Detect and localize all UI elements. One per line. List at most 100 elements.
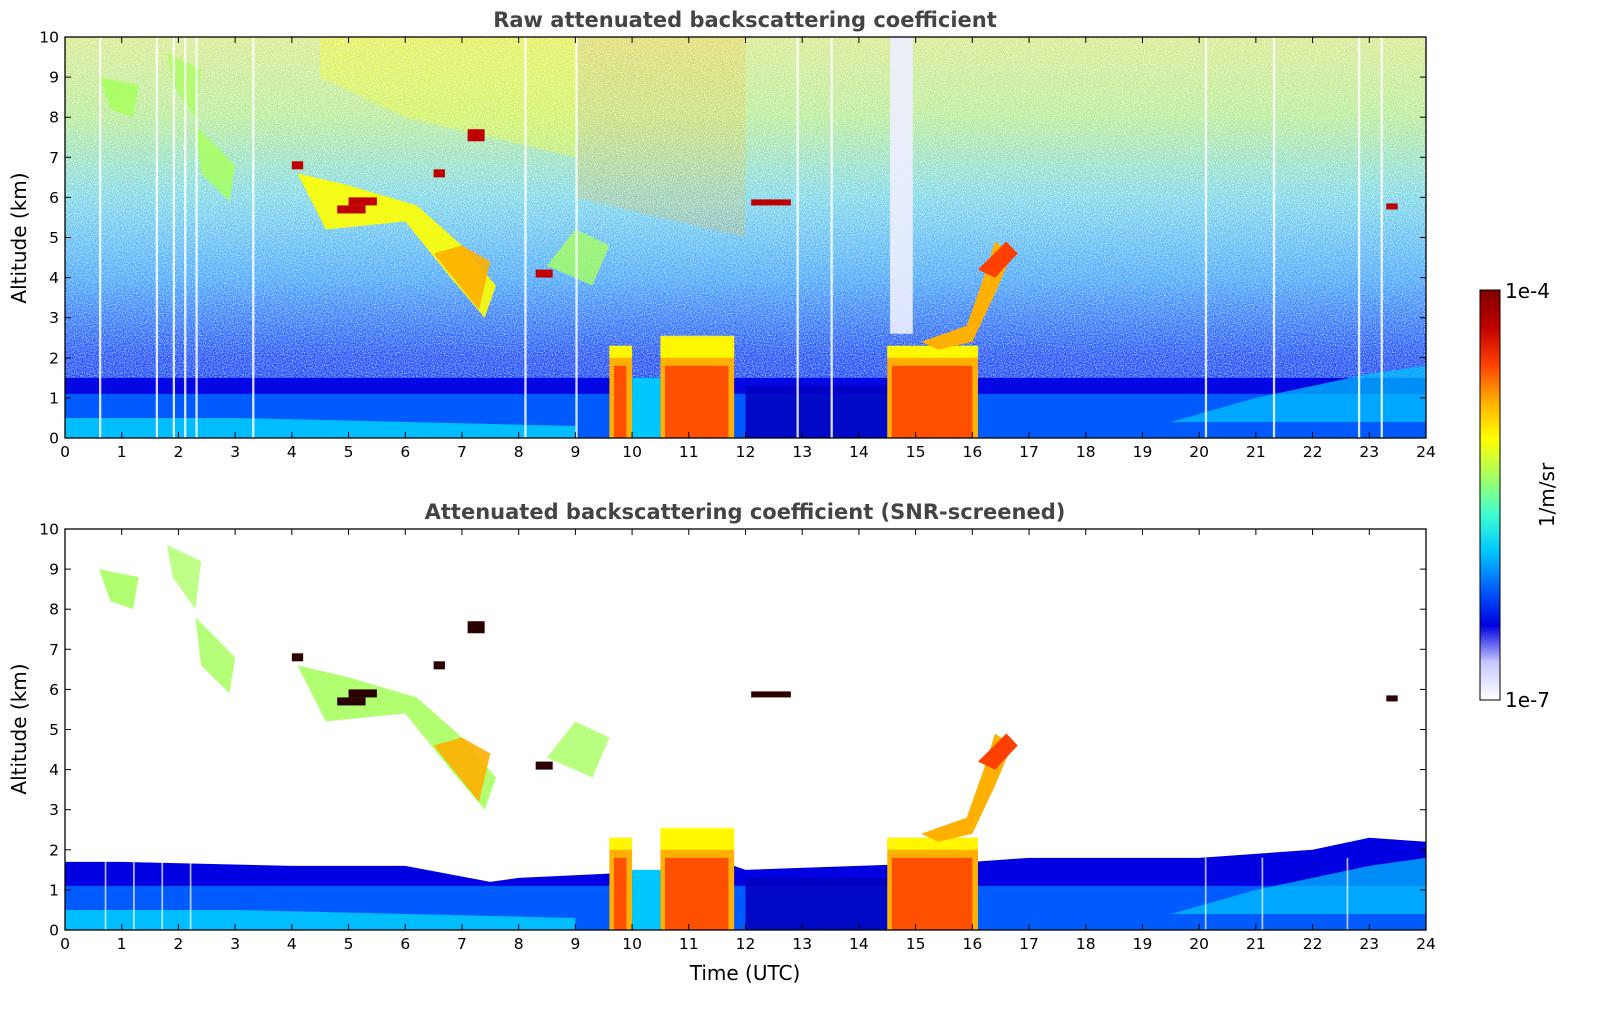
midday-low-layer	[745, 385, 888, 438]
x-tick-label: 12	[736, 443, 756, 461]
x-tick-label: 15	[906, 443, 926, 461]
screened-data-gap-2	[161, 857, 164, 930]
raw-data-gap-0	[99, 37, 102, 438]
raw-data-gap-1	[155, 37, 159, 438]
cloud-patch-0	[348, 689, 377, 698]
cloud-patch-7	[535, 761, 553, 770]
y-tick-label: 8	[49, 109, 59, 127]
thick-cloud-core-0	[613, 365, 627, 438]
cirrus-patch	[547, 721, 610, 778]
cloud-patch-3	[751, 199, 791, 206]
raw-data-gap-3	[184, 37, 187, 438]
y-tick-label: 5	[49, 721, 59, 739]
thick-cloud-core-1	[664, 365, 729, 438]
screened-data-gap-1	[133, 857, 135, 930]
thick-cloud-core-2	[891, 365, 973, 438]
x-tick-label: 13	[792, 443, 812, 461]
x-tick-label: 10	[622, 443, 642, 461]
cloud-patch-6	[433, 169, 445, 178]
raw-data-gap-12	[1357, 37, 1361, 438]
screened-x-axis: 0 1 2 3 4 5 6 7 8 9 10 11 12 13 14 15 16 17 18 19 20 21 22 23 24	[60, 529, 1436, 953]
raw-clear-column	[890, 37, 913, 334]
cirrus-core	[433, 245, 491, 310]
time-axis-label: Time (UTC)	[689, 961, 801, 985]
x-tick-label: 11	[679, 443, 699, 461]
y-tick-label: 9	[49, 69, 59, 87]
cloud-patch-1	[337, 205, 366, 214]
x-tick-label: 23	[1359, 935, 1379, 953]
y-tick-label: 2	[49, 841, 59, 859]
y-tick-label: 7	[49, 641, 59, 659]
raw-panel-title: Raw attenuated backscattering coefficien…	[493, 8, 997, 32]
thick-cloud-top-1	[660, 827, 735, 850]
x-tick-label: 5	[344, 935, 354, 953]
thick-cloud-top-1	[660, 335, 735, 358]
x-tick-label: 8	[514, 935, 524, 953]
cloud-patch-3	[751, 691, 791, 698]
y-tick-label: 3	[49, 309, 59, 327]
surface-aerosol-morning	[65, 909, 576, 930]
thick-cloud-top-0	[609, 345, 633, 358]
y-tick-label: 0	[49, 922, 59, 940]
raw-data-gap-4	[195, 37, 198, 438]
gap-between-clouds	[632, 869, 661, 930]
midday-low-layer	[745, 877, 888, 930]
y-tick-label: 3	[49, 801, 59, 819]
screened-data-gap-6	[1346, 857, 1349, 930]
y-tick-label: 7	[49, 149, 59, 167]
raw-data-gap-6	[524, 37, 527, 438]
raw-data-gap-8	[796, 37, 799, 438]
x-tick-label: 12	[736, 935, 756, 953]
screened-data-gap-0	[104, 857, 107, 930]
x-tick-label: 18	[1076, 935, 1096, 953]
high-cirrus-2	[195, 125, 236, 202]
colorbar-unit-label: 1/m/sr	[1535, 462, 1559, 527]
x-tick-label: 24	[1416, 935, 1436, 953]
y-tick-label: 6	[49, 681, 59, 699]
x-tick-label: 7	[457, 443, 467, 461]
raw-data-gap-9	[830, 37, 833, 438]
thick-cloud-top-0	[609, 837, 633, 850]
x-tick-label: 20	[1189, 443, 1209, 461]
screened-data-gap-5	[1261, 857, 1264, 930]
cloud-patch-5	[1386, 695, 1398, 702]
high-cirrus-1	[99, 77, 139, 118]
x-tick-label: 2	[173, 443, 183, 461]
y-tick-label: 10	[39, 29, 59, 47]
x-tick-label: 1	[117, 443, 127, 461]
rising-cloud-core	[978, 241, 1018, 278]
high-cirrus-3	[167, 545, 202, 610]
y-tick-label: 0	[49, 430, 59, 448]
surface-aerosol-morning	[65, 417, 576, 438]
cloud-patch-5	[1386, 203, 1398, 210]
x-tick-label: 21	[1246, 935, 1266, 953]
screened-panel-title: Attenuated backscattering coefficient (S…	[425, 500, 1066, 524]
y-tick-label: 9	[49, 561, 59, 579]
raw-noise-speckle	[65, 37, 1426, 378]
x-tick-label: 6	[400, 935, 410, 953]
cirrus-core	[433, 737, 491, 802]
cloud-patch-2	[467, 621, 485, 634]
x-tick-label: 22	[1303, 443, 1323, 461]
high-cirrus-1	[99, 569, 139, 610]
y-tick-label: 2	[49, 349, 59, 367]
x-tick-label: 13	[792, 935, 812, 953]
colorbar-min-label: 1e-7	[1505, 688, 1550, 712]
x-tick-label: 16	[962, 443, 982, 461]
screened-data-gap-3	[189, 857, 192, 930]
x-tick-label: 7	[457, 935, 467, 953]
x-tick-label: 14	[849, 935, 869, 953]
x-tick-label: 23	[1359, 443, 1379, 461]
raw-heatmap-plot	[65, 37, 1426, 438]
x-tick-label: 20	[1189, 935, 1209, 953]
cirrus-patch	[547, 229, 610, 286]
screened-y-axis-label: Altitude (km)	[7, 663, 31, 794]
x-tick-label: 15	[906, 935, 926, 953]
x-tick-label: 6	[400, 443, 410, 461]
cloud-patch-4	[291, 161, 304, 170]
x-tick-label: 17	[1019, 443, 1039, 461]
x-tick-label: 2	[173, 935, 183, 953]
x-tick-label: 0	[60, 935, 70, 953]
raw-data-gap-13	[1380, 37, 1383, 438]
x-tick-label: 19	[1133, 935, 1153, 953]
